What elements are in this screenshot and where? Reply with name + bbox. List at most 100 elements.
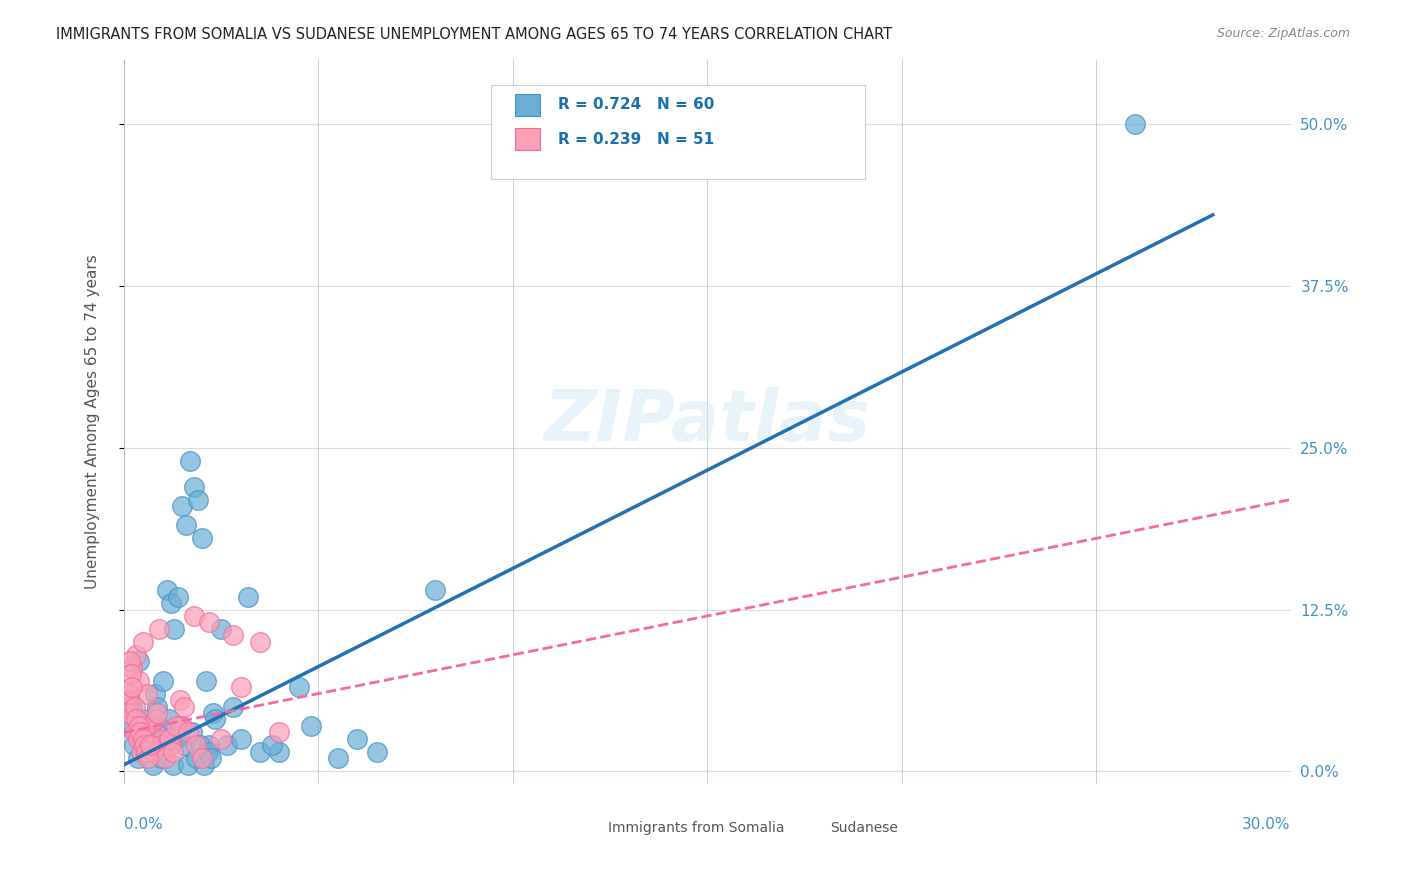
Point: [120, 667, 142, 681]
Point: [128, 654, 150, 668]
Text: IMMIGRANTS FROM SOMALIA VS SUDANESE UNEMPLOYMENT AMONG AGES 65 TO 74 YEARS CORRE: IMMIGRANTS FROM SOMALIA VS SUDANESE UNEM…: [56, 27, 893, 42]
Point: [136, 687, 159, 701]
Point: [238, 590, 260, 604]
Point: [148, 622, 170, 636]
Text: Immigrants from Somalia: Immigrants from Somalia: [607, 821, 785, 835]
Point: [115, 706, 138, 720]
Point: [209, 622, 232, 636]
Point: [142, 757, 165, 772]
Point: [121, 680, 143, 694]
Point: [142, 745, 165, 759]
Point: [152, 673, 174, 688]
Point: [163, 622, 186, 636]
Point: [127, 751, 149, 765]
Text: R = 0.724   N = 60: R = 0.724 N = 60: [558, 97, 714, 112]
Point: [194, 673, 217, 688]
Point: [131, 731, 153, 746]
Point: [149, 751, 172, 765]
Point: [139, 725, 162, 739]
Point: [165, 731, 187, 746]
Point: [156, 583, 179, 598]
FancyBboxPatch shape: [555, 814, 591, 842]
Point: [200, 751, 222, 765]
Text: Source: ZipAtlas.com: Source: ZipAtlas.com: [1216, 27, 1350, 40]
Point: [143, 713, 166, 727]
Point: [143, 687, 166, 701]
Point: [299, 719, 322, 733]
Point: [121, 699, 143, 714]
Point: [152, 731, 174, 746]
Point: [127, 731, 149, 746]
Point: [181, 725, 204, 739]
Point: [122, 739, 145, 753]
Point: [229, 731, 252, 746]
Point: [326, 751, 349, 765]
Point: [222, 699, 245, 714]
Point: [131, 731, 153, 746]
Point: [149, 739, 172, 753]
Point: [209, 731, 232, 746]
Point: [124, 725, 146, 739]
Point: [124, 699, 146, 714]
Point: [162, 757, 184, 772]
Text: R = 0.239   N = 51: R = 0.239 N = 51: [558, 131, 714, 146]
Point: [366, 745, 388, 759]
Point: [269, 745, 291, 759]
Point: [269, 725, 291, 739]
Point: [184, 739, 207, 753]
Point: [215, 739, 238, 753]
Point: [187, 492, 209, 507]
Point: [249, 635, 271, 649]
Point: [135, 745, 157, 759]
Point: [179, 453, 201, 467]
Point: [174, 518, 197, 533]
FancyBboxPatch shape: [515, 128, 540, 150]
Point: [177, 725, 200, 739]
Point: [190, 751, 212, 765]
Text: Sudanese: Sudanese: [830, 821, 897, 835]
Point: [169, 693, 191, 707]
Point: [198, 739, 221, 753]
Point: [134, 739, 156, 753]
Point: [125, 713, 148, 727]
Point: [122, 725, 145, 739]
Point: [172, 499, 194, 513]
FancyBboxPatch shape: [515, 94, 540, 116]
Point: [117, 687, 139, 701]
Point: [202, 706, 225, 720]
Point: [138, 739, 160, 753]
Point: [129, 725, 152, 739]
Text: 30.0%: 30.0%: [1241, 816, 1291, 831]
Point: [128, 719, 150, 733]
Point: [162, 745, 184, 759]
Point: [153, 751, 176, 765]
Point: [169, 719, 191, 733]
Point: [1123, 117, 1146, 131]
Point: [288, 680, 311, 694]
Point: [229, 680, 252, 694]
Point: [157, 731, 180, 746]
Point: [173, 699, 195, 714]
Point: [184, 751, 207, 765]
FancyBboxPatch shape: [492, 85, 865, 179]
Point: [117, 699, 139, 714]
Point: [260, 739, 283, 753]
Text: ZIPatlas: ZIPatlas: [544, 387, 870, 457]
Point: [173, 739, 195, 753]
Y-axis label: Unemployment Among Ages 65 to 74 years: Unemployment Among Ages 65 to 74 years: [86, 254, 100, 590]
Point: [177, 757, 200, 772]
Point: [188, 739, 211, 753]
Point: [139, 739, 162, 753]
FancyBboxPatch shape: [783, 814, 818, 842]
Point: [159, 739, 181, 753]
Point: [138, 725, 160, 739]
Point: [124, 648, 146, 662]
Point: [183, 480, 205, 494]
Point: [190, 532, 212, 546]
Point: [167, 590, 190, 604]
Point: [132, 635, 155, 649]
Point: [118, 693, 141, 707]
Point: [131, 745, 153, 759]
Point: [134, 719, 156, 733]
Point: [148, 719, 170, 733]
